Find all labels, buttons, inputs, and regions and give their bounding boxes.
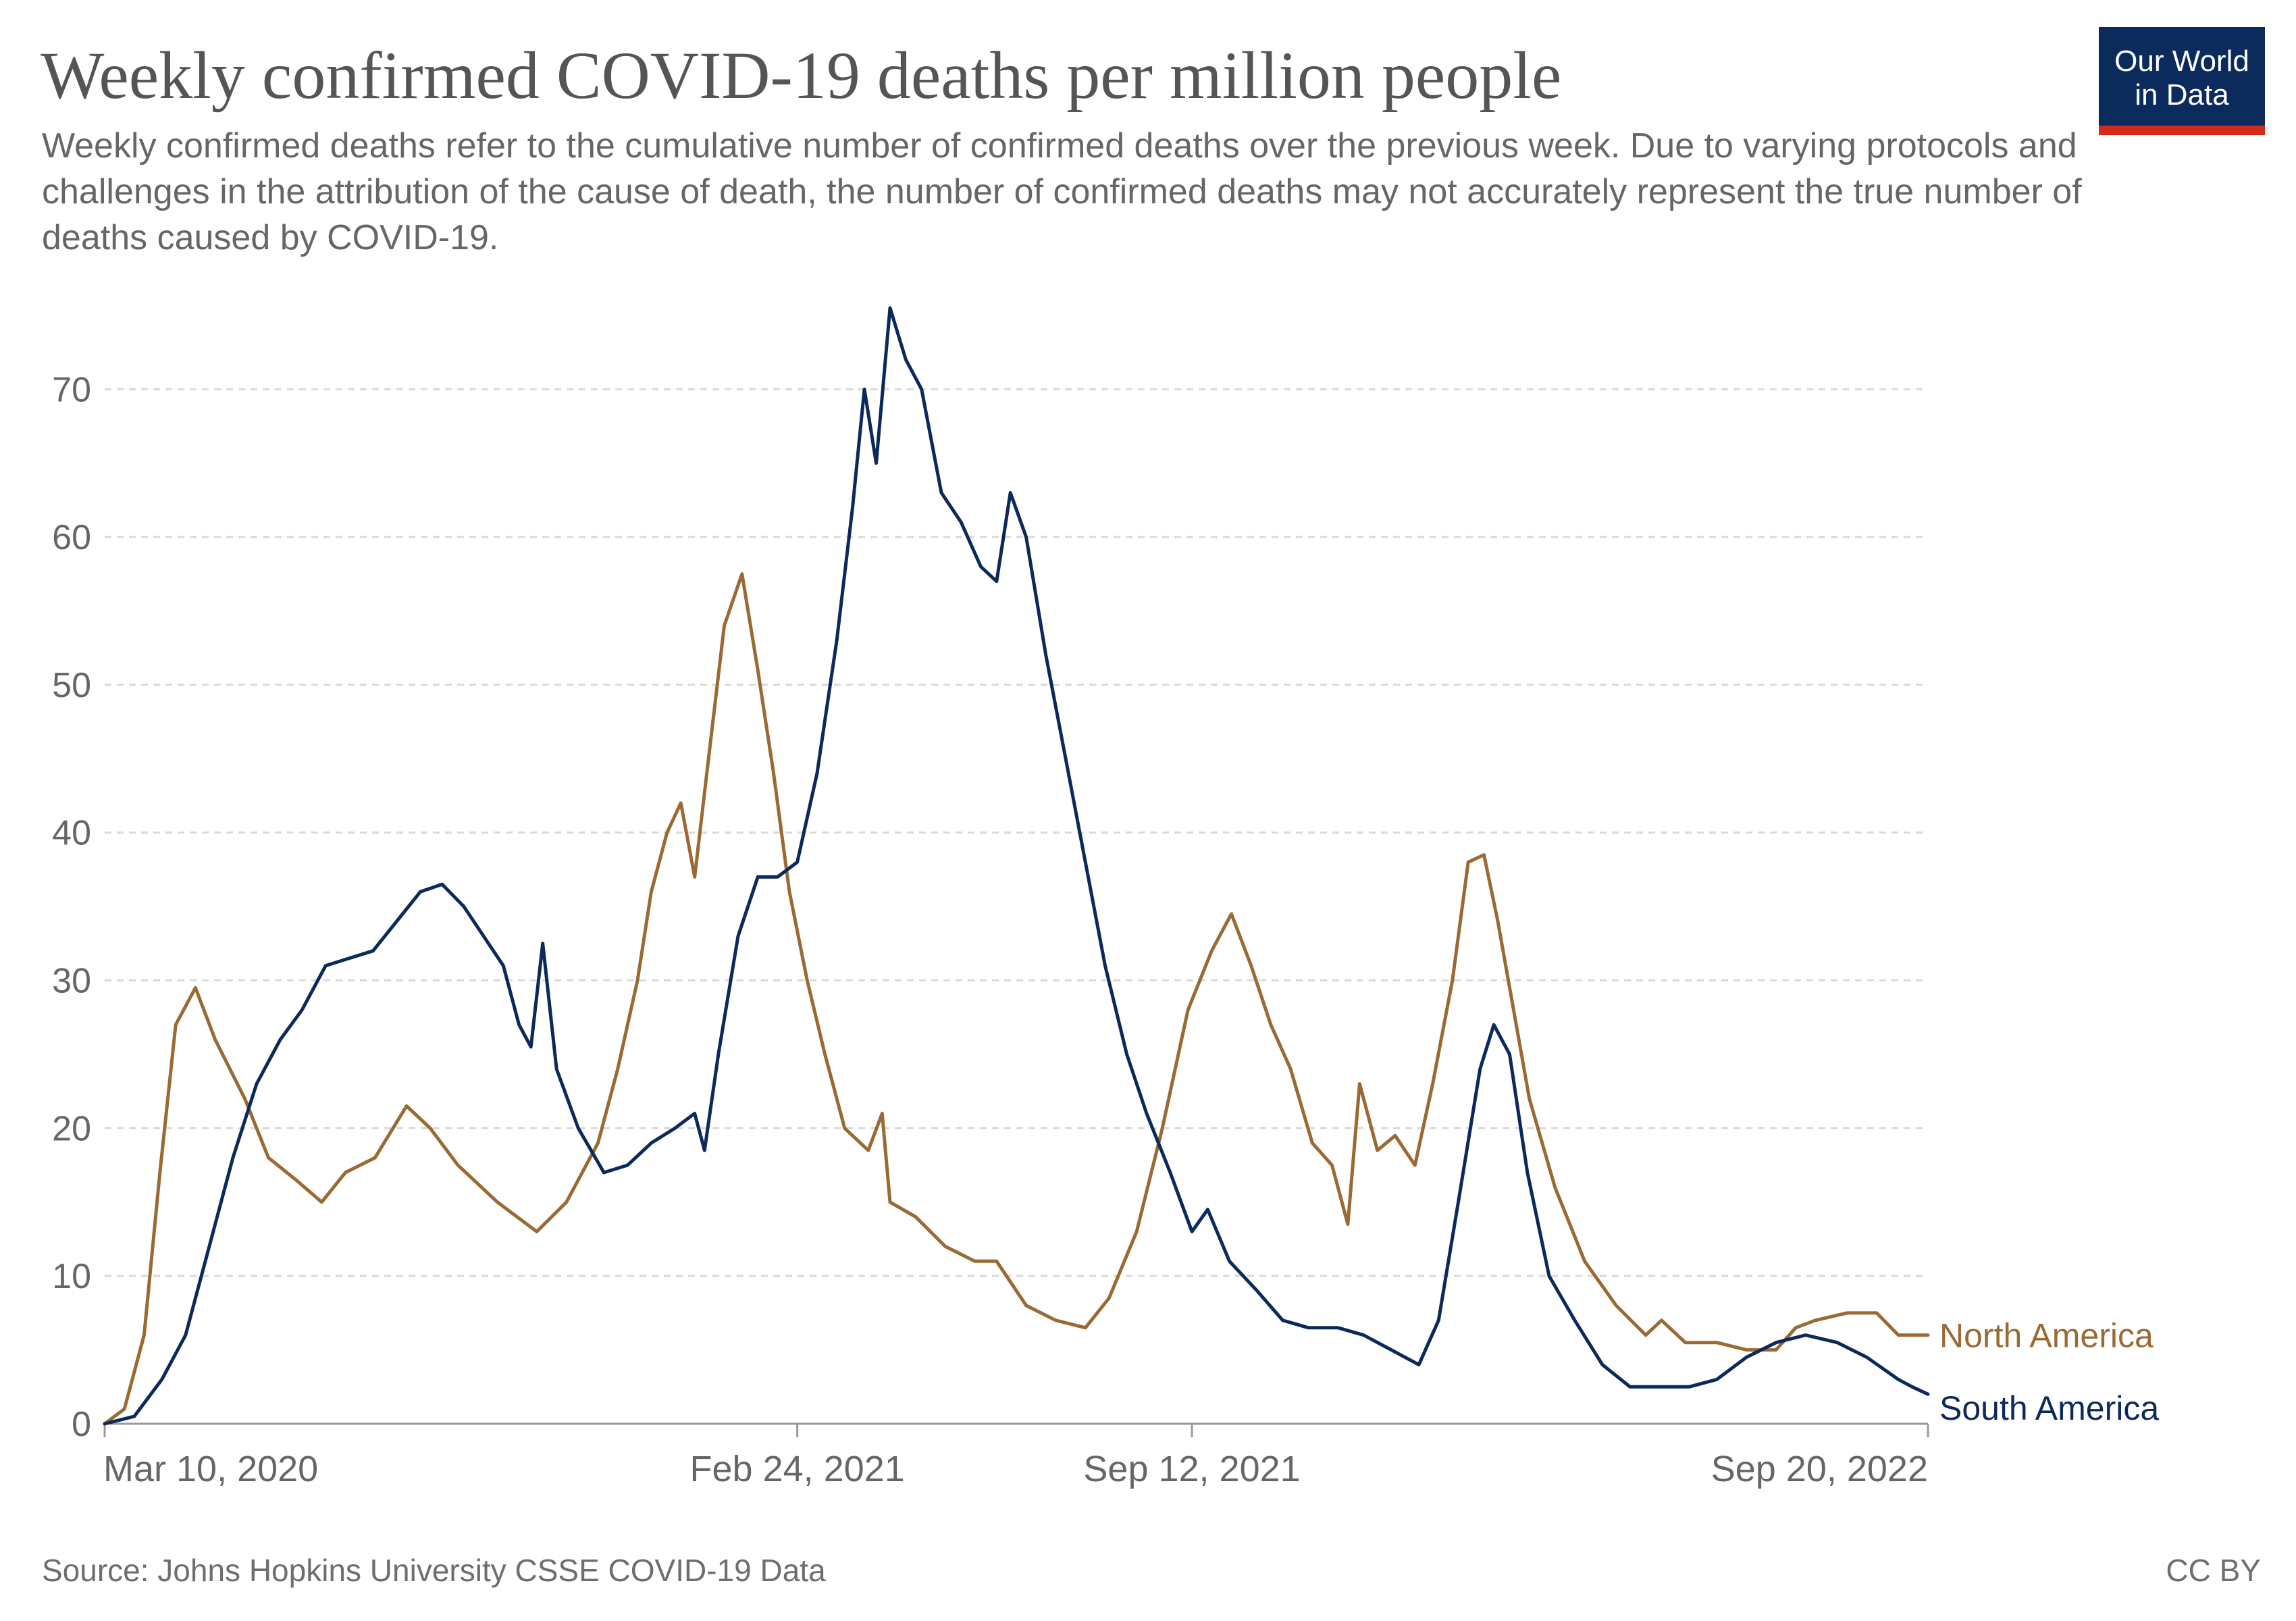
y-tick-label: 20: [52, 1109, 91, 1148]
license-link[interactable]: CC BY: [2166, 1553, 2261, 1588]
y-tick-label: 60: [52, 518, 91, 557]
x-tick-label: Sep 20, 2022: [1711, 1449, 1928, 1489]
x-tick-label: Sep 12, 2021: [1083, 1449, 1300, 1489]
y-tick-label: 0: [72, 1405, 91, 1444]
owid-logo[interactable]: Our World in Data: [2099, 27, 2265, 135]
chart-subtitle: Weekly confirmed deaths refer to the cum…: [42, 126, 2082, 257]
series-line-1[interactable]: [103, 306, 1930, 1426]
x-tick-label: Feb 24, 2021: [690, 1449, 905, 1489]
x-axis: Mar 10, 2020 Feb 24, 2021 Sep 12, 2021 Sep …: [103, 1422, 1929, 1489]
logo-accent-bar: [2099, 126, 2265, 135]
chart-title: Weekly confirmed COVID-19 deaths per mil…: [41, 38, 1562, 113]
y-tick-label: 50: [52, 666, 91, 705]
source-note[interactable]: Source: Johns Hopkins University CSSE CO…: [42, 1553, 826, 1588]
series-label-0[interactable]: North America: [1939, 1317, 2154, 1355]
y-tick-label: 10: [52, 1257, 91, 1296]
logo-text: Our World in Data: [2114, 45, 2249, 111]
gridlines: [105, 388, 1928, 1277]
y-tick-label: 70: [52, 370, 91, 409]
y-tick-label: 40: [52, 814, 91, 853]
x-tick-label: Mar 10, 2020: [103, 1449, 318, 1489]
series-label-1[interactable]: South America: [1939, 1389, 2159, 1427]
series-line-0[interactable]: [103, 572, 1930, 1426]
series-labels: North America South America: [1939, 1317, 2159, 1428]
y-tick-label: 30: [52, 962, 91, 1001]
series-lines: [103, 306, 1930, 1426]
y-axis: 0 10 20 30 40 50 60 70: [52, 370, 91, 1444]
